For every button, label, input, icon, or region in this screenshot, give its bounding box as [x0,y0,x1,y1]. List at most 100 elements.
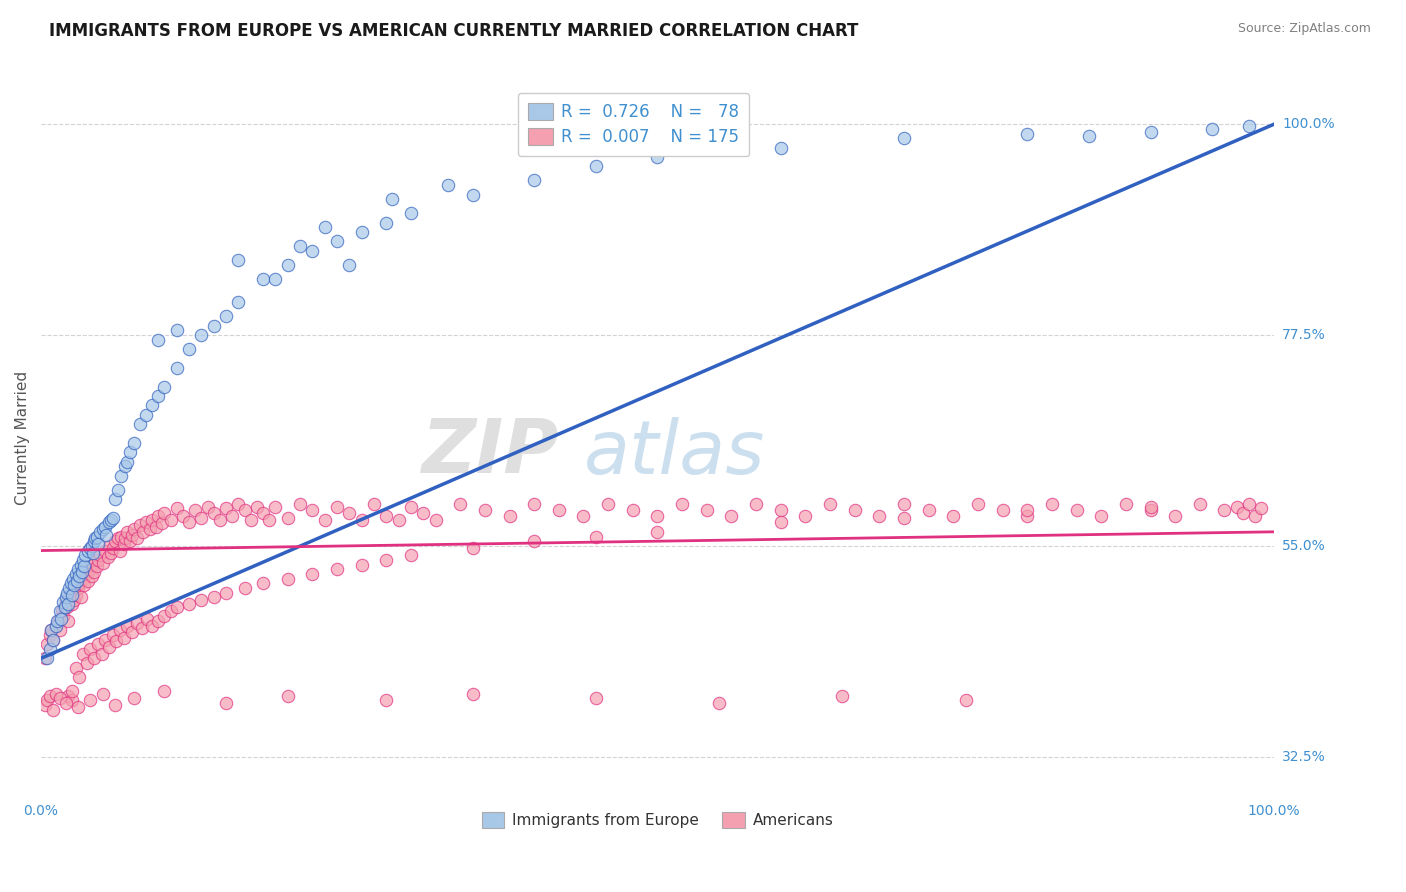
Text: 77.5%: 77.5% [1282,328,1326,342]
Point [326,235,349,249]
Point [172,508,194,523]
Point [221,508,243,523]
Point [37,693,59,707]
Point [117,524,139,539]
Point [153,379,176,393]
Point [38,628,60,642]
Point [117,618,139,632]
Point [197,500,219,514]
Point [72,553,94,567]
Point [208,513,231,527]
Point [720,508,742,523]
Point [190,510,212,524]
Point [79,641,101,656]
Point [67,562,90,576]
Point [153,506,176,520]
Text: IMMIGRANTS FROM EUROPE VS AMERICAN CURRENTLY MARRIED CORRELATION CHART: IMMIGRANTS FROM EUROPE VS AMERICAN CURRE… [49,22,859,40]
Point [58,597,80,611]
Point [399,548,422,562]
Point [1017,508,1039,523]
Point [202,318,225,333]
Point [585,160,607,174]
Point [202,506,225,520]
Point [121,527,143,541]
Point [53,599,76,614]
Point [39,623,62,637]
Point [399,206,422,220]
Point [65,661,87,675]
Point [67,670,90,684]
Point [288,239,311,253]
Point [425,513,447,527]
Point [45,618,67,632]
Point [63,578,86,592]
Point [145,520,167,534]
Point [60,597,83,611]
Point [233,503,256,517]
Point [148,389,170,403]
Point [107,532,129,546]
Point [52,609,75,624]
Point [314,220,336,235]
Point [647,524,669,539]
Point [108,543,131,558]
Point [375,216,398,230]
Point [84,532,107,546]
Point [117,454,139,468]
Point [60,588,83,602]
Point [89,524,111,539]
Point [51,604,73,618]
Point [118,534,141,549]
Point [375,693,398,707]
Point [228,253,250,268]
Point [131,621,153,635]
Point [252,506,274,520]
Point [177,516,200,530]
Point [893,510,915,524]
Point [67,700,90,714]
Point [136,612,159,626]
Point [277,258,299,272]
Point [73,578,96,592]
Point [1244,508,1267,523]
Point [67,581,90,595]
Point [1164,508,1187,523]
Point [868,508,890,523]
Point [893,497,915,511]
Point [38,641,60,656]
Point [177,597,200,611]
Point [77,543,100,558]
Point [62,585,84,599]
Point [141,398,163,412]
Point [76,566,98,581]
Point [437,178,460,193]
Point [707,696,730,710]
Point [97,516,120,530]
Point [48,623,70,637]
Point [60,684,83,698]
Point [381,192,404,206]
Text: 55.0%: 55.0% [1282,539,1326,553]
Point [1237,497,1260,511]
Point [190,593,212,607]
Point [153,609,176,624]
Point [1139,125,1161,139]
Point [461,687,484,701]
Text: Source: ZipAtlas.com: Source: ZipAtlas.com [1237,22,1371,36]
Point [831,689,853,703]
Point [893,131,915,145]
Point [128,518,150,533]
Point [79,541,101,555]
Point [166,360,188,375]
Point [87,537,110,551]
Point [82,546,104,560]
Point [91,687,114,701]
Point [277,510,299,524]
Point [252,272,274,286]
Point [70,565,93,579]
Point [128,417,150,431]
Point [252,576,274,591]
Point [337,258,360,272]
Point [65,588,87,602]
Point [1213,503,1236,517]
